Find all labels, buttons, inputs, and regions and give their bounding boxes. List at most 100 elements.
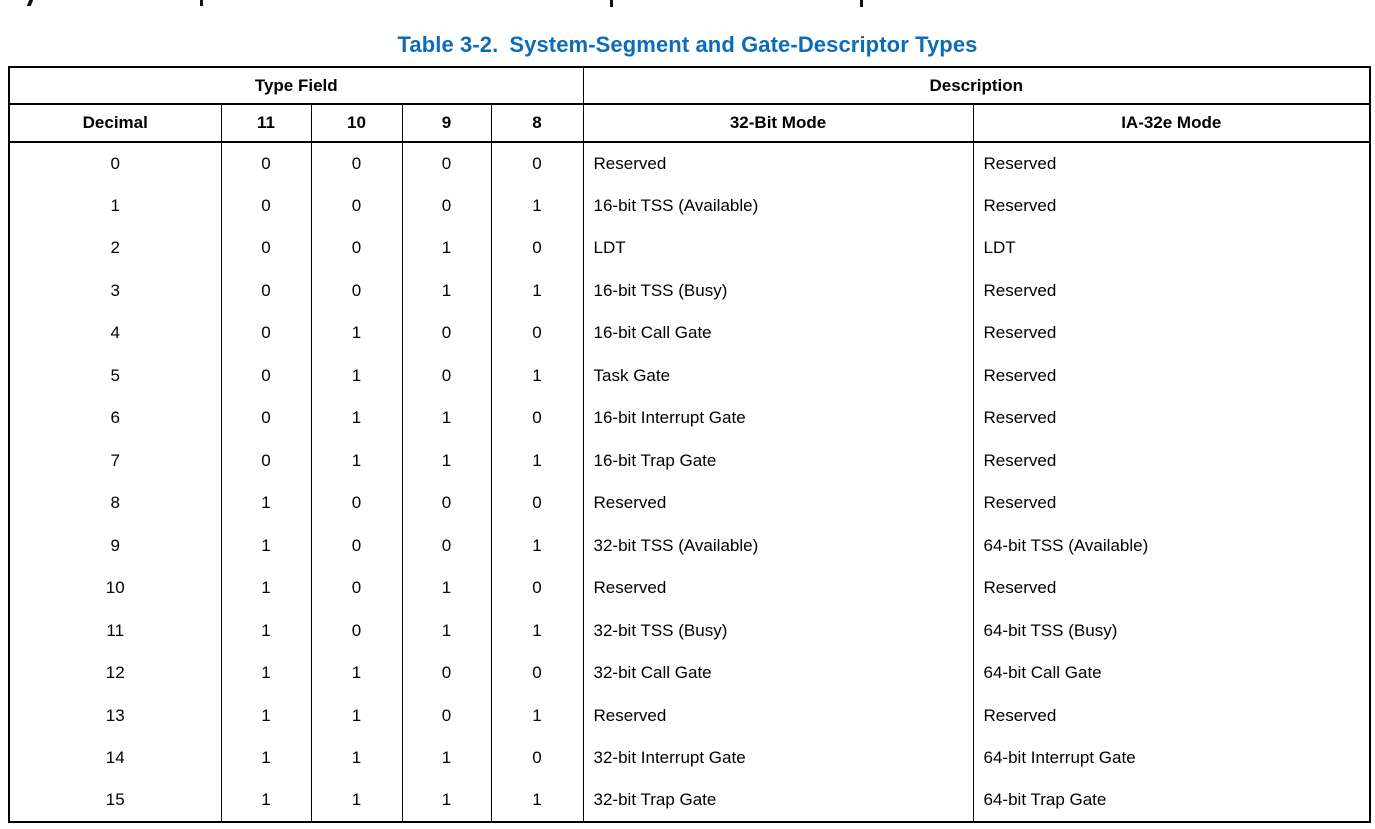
cell-32-bit-mode: Reserved (582, 567, 974, 610)
cell-decimal: 5 (8, 354, 222, 397)
cell-32-bit-mode: 32-bit TSS (Available) (582, 524, 974, 567)
cell-32-bit-mode: 32-bit Trap Gate (582, 779, 974, 822)
descriptor-types-table: Type Field Description Decimal 11 10 9 8 32-Bi… (8, 66, 1372, 823)
cell-11: 1 (220, 524, 312, 567)
cell-decimal: 3 (8, 269, 222, 312)
cell-11: 1 (220, 737, 312, 780)
cell-ia-32e-mode: Reserved (972, 694, 1371, 737)
table-row: 6 0 1 1 0 16-bit Interrupt Gate Reserved (8, 397, 1371, 440)
cell-ia-32e-mode: Reserved (972, 439, 1371, 482)
cell-8: 1 (490, 524, 584, 567)
table-caption-text: System-Segment and Gate-Descriptor Types (509, 32, 978, 57)
table-caption: Table 3-2. System-Segment and Gate-Descri… (0, 32, 1375, 58)
cell-32-bit-mode: Task Gate (582, 354, 974, 397)
cell-9: 0 (401, 354, 492, 397)
cell-ia-32e-mode: 64-bit Interrupt Gate (972, 737, 1371, 780)
table-row: 4 0 1 0 0 16-bit Call Gate Reserved (8, 312, 1371, 355)
cell-8: 1 (490, 439, 584, 482)
cell-9: 0 (401, 312, 492, 355)
cell-10: 1 (310, 439, 403, 482)
cell-8: 1 (490, 694, 584, 737)
cell-9: 1 (401, 779, 492, 822)
cell-32-bit-mode: 16-bit TSS (Available) (582, 184, 974, 227)
cropped-text-artifact (860, 0, 863, 7)
cell-decimal: 1 (8, 184, 222, 227)
column-header-row: Decimal 11 10 9 8 32-Bit Mode IA-32e Mode (8, 104, 1371, 143)
cell-11: 0 (220, 227, 312, 270)
cell-decimal: 11 (8, 609, 222, 652)
column-header-ia-32e-mode: IA-32e Mode (972, 104, 1371, 143)
cell-32-bit-mode: 16-bit Trap Gate (582, 439, 974, 482)
cell-ia-32e-mode: Reserved (972, 354, 1371, 397)
cell-10: 1 (310, 397, 403, 440)
cell-10: 1 (310, 652, 403, 695)
column-header-9: 9 (401, 104, 492, 143)
cell-9: 1 (401, 737, 492, 780)
table-row: 11 1 0 1 1 32-bit TSS (Busy) 64-bit TSS (Busy) (8, 609, 1371, 652)
cell-9: 1 (401, 567, 492, 610)
cell-10: 0 (310, 524, 403, 567)
cell-ia-32e-mode: Reserved (972, 142, 1371, 185)
header-group-description: Description (582, 67, 1371, 105)
table-row: 2 0 0 1 0 LDT LDT (8, 227, 1371, 270)
cell-32-bit-mode: Reserved (582, 694, 974, 737)
cropped-text-artifact (200, 0, 203, 6)
column-header-decimal: Decimal (8, 104, 222, 143)
cell-decimal: 14 (8, 737, 222, 780)
cell-8: 0 (490, 227, 584, 270)
cell-9: 0 (401, 184, 492, 227)
header-group-type-field: Type Field (8, 67, 584, 105)
cell-9: 1 (401, 269, 492, 312)
cell-8: 1 (490, 184, 584, 227)
cell-9: 0 (401, 482, 492, 525)
cell-10: 1 (310, 694, 403, 737)
cell-10: 0 (310, 142, 403, 185)
cell-8: 0 (490, 142, 584, 185)
column-header-10: 10 (310, 104, 403, 143)
cell-11: 0 (220, 184, 312, 227)
cell-decimal: 6 (8, 397, 222, 440)
cell-8: 1 (490, 609, 584, 652)
cell-11: 1 (220, 609, 312, 652)
cell-8: 1 (490, 269, 584, 312)
cell-ia-32e-mode: 64-bit TSS (Busy) (972, 609, 1371, 652)
cell-11: 0 (220, 142, 312, 185)
cropped-text-artifact (26, 0, 34, 6)
cell-decimal: 8 (8, 482, 222, 525)
cell-9: 1 (401, 397, 492, 440)
table-row: 13 1 1 0 1 Reserved Reserved (8, 694, 1371, 737)
cell-decimal: 10 (8, 567, 222, 610)
cell-8: 0 (490, 567, 584, 610)
cell-11: 1 (220, 567, 312, 610)
table-caption-number: Table 3-2. (397, 32, 499, 57)
table-body: 0 0 0 0 0 Reserved Reserved 1 0 0 0 1 16-bit TSS (Av… (8, 142, 1371, 822)
cell-32-bit-mode: Reserved (582, 482, 974, 525)
cell-10: 0 (310, 184, 403, 227)
cell-8: 1 (490, 354, 584, 397)
cell-8: 1 (490, 779, 584, 822)
cell-decimal: 13 (8, 694, 222, 737)
cell-32-bit-mode: Reserved (582, 142, 974, 185)
table-header: Type Field Description Decimal 11 10 9 8 32-Bi… (8, 67, 1371, 143)
table-row: 5 0 1 0 1 Task Gate Reserved (8, 354, 1371, 397)
column-header-32-bit-mode: 32-Bit Mode (582, 104, 974, 143)
cell-11: 1 (220, 482, 312, 525)
cell-11: 0 (220, 439, 312, 482)
cell-10: 0 (310, 567, 403, 610)
table-row: 8 1 0 0 0 Reserved Reserved (8, 482, 1371, 525)
cell-9: 1 (401, 439, 492, 482)
cell-ia-32e-mode: Reserved (972, 269, 1371, 312)
cell-32-bit-mode: 16-bit Interrupt Gate (582, 397, 974, 440)
cell-11: 0 (220, 312, 312, 355)
cell-8: 0 (490, 397, 584, 440)
cell-decimal: 9 (8, 524, 222, 567)
cell-decimal: 0 (8, 142, 222, 185)
cell-9: 1 (401, 609, 492, 652)
cell-10: 0 (310, 482, 403, 525)
cell-9: 0 (401, 652, 492, 695)
table-row: 10 1 0 1 0 Reserved Reserved (8, 567, 1371, 610)
cell-32-bit-mode: 32-bit Call Gate (582, 652, 974, 695)
cell-32-bit-mode: 16-bit TSS (Busy) (582, 269, 974, 312)
cell-ia-32e-mode: Reserved (972, 312, 1371, 355)
